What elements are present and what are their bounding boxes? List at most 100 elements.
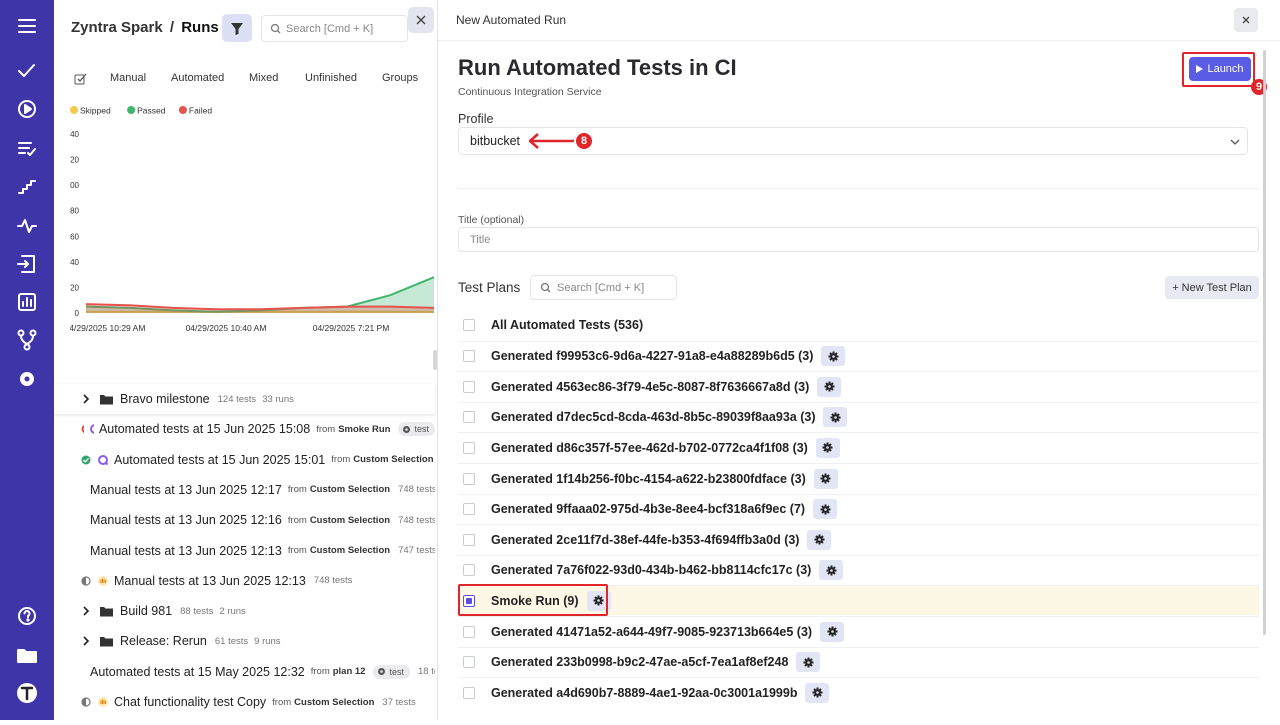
- branch-icon[interactable]: [17, 329, 37, 351]
- plan-search-input[interactable]: Search [Cmd + K]: [530, 275, 677, 300]
- analytics-icon[interactable]: [18, 293, 36, 311]
- projects-icon[interactable]: [17, 649, 37, 663]
- icon-part: [17, 329, 25, 337]
- tag: test: [373, 664, 410, 679]
- plans-icon[interactable]: [18, 142, 36, 156]
- tab[interactable]: Manual: [110, 72, 147, 84]
- close-panel-button[interactable]: [408, 7, 434, 33]
- plan-settings-button[interactable]: [813, 499, 838, 520]
- plan-label: Generated a4d690b7-8889-4ae1-92aa-0c3001…: [491, 685, 798, 700]
- plan-checkbox[interactable]: [463, 319, 475, 331]
- plan-checkbox[interactable]: [463, 411, 475, 424]
- launch-button[interactable]: Launch: [1189, 57, 1251, 81]
- plan-settings-button[interactable]: [815, 437, 840, 458]
- plan-row[interactable]: Generated d7dec5cd-8cda-463d-8b5c-89039f…: [458, 401, 1259, 432]
- tab[interactable]: Unfinished: [305, 72, 357, 84]
- group-title: Bravo milestone: [120, 392, 210, 406]
- select-icon[interactable]: [74, 72, 88, 86]
- run-row[interactable]: Manual tests at 13 Jun 2025 12:16 from Cus…: [54, 505, 435, 535]
- group-row[interactable]: Bravo milestone 124 tests 33 runs: [54, 384, 435, 414]
- group-runs: 9 runs: [254, 635, 281, 647]
- plan-row[interactable]: Generated 1f14b256-f0bc-4154-a622-b23800…: [458, 463, 1259, 493]
- pulse-icon[interactable]: [17, 219, 37, 233]
- plan-checkbox[interactable]: [463, 686, 475, 699]
- runs-icon[interactable]: [18, 100, 36, 118]
- resize-handle[interactable]: [433, 350, 437, 370]
- plan-row[interactable]: Generated d86c357f-57ee-462d-b702-0772ca…: [458, 432, 1259, 462]
- legend-label: Passed: [137, 106, 166, 116]
- mode-icon: [90, 424, 94, 435]
- run-row[interactable]: Manual tests at 13 Jun 2025 12:17 from Cus…: [54, 475, 435, 505]
- plan-settings-button[interactable]: [820, 621, 845, 642]
- run-title: Manual tests at 13 Jun 2025 12:16: [90, 513, 282, 528]
- menu-icon[interactable]: [18, 19, 36, 33]
- new-plan-button[interactable]: + New Test Plan: [1165, 276, 1259, 299]
- plan-checkbox[interactable]: [463, 564, 475, 577]
- plan-checkbox[interactable]: [463, 625, 475, 638]
- y-tick-label: 20: [70, 283, 79, 292]
- icon-part: [100, 395, 113, 405]
- plan-checkbox[interactable]: [463, 441, 475, 454]
- status-icon: [81, 697, 91, 707]
- plan-row[interactable]: Generated 41471a52-a644-49f7-9085-923713…: [458, 616, 1259, 646]
- run-row[interactable]: Automated tests at 15 Jun 2025 15:01 from…: [54, 445, 435, 475]
- icon-part: [23, 343, 31, 351]
- plan-row[interactable]: All Automated Tests (536): [458, 310, 1259, 340]
- plan-settings-button[interactable]: [823, 407, 848, 428]
- profile-select[interactable]: bitbucket: [458, 127, 1248, 155]
- plan-row[interactable]: Generated 233b0998-b9c2-47ae-a5cf-7ea1af…: [458, 646, 1259, 677]
- plan-settings-button[interactable]: [819, 560, 844, 581]
- title-input[interactable]: Title: [458, 227, 1259, 252]
- run-row[interactable]: Manual tests at 13 Jun 2025 12:13 748 tes…: [54, 566, 435, 596]
- filter-button[interactable]: [222, 14, 252, 42]
- expand-chevron: [83, 606, 90, 616]
- plan-row[interactable]: Generated 7a76f022-93d0-434b-b462-bb8114…: [458, 554, 1259, 585]
- plan-settings-button[interactable]: [821, 346, 846, 367]
- plan-settings-button[interactable]: [813, 468, 838, 489]
- search-input[interactable]: Search [Cmd + K]: [261, 15, 408, 42]
- x-tick-label: 04/29/2025 10:40 AM: [186, 323, 267, 333]
- icon-part: [405, 427, 409, 431]
- settings-icon[interactable]: [20, 372, 34, 386]
- icon-part: [827, 385, 831, 388]
- tab[interactable]: Mixed: [249, 72, 279, 84]
- plan-settings-button[interactable]: [817, 376, 842, 397]
- source-name: Custom Selection: [353, 454, 434, 466]
- play-shape: [1196, 65, 1204, 73]
- plan-settings-button[interactable]: [586, 590, 611, 611]
- plan-checkbox[interactable]: [463, 472, 475, 485]
- scrollbar[interactable]: [1263, 50, 1266, 635]
- run-row[interactable]: Automated tests at 15 Jun 2025 15:08 from…: [54, 414, 435, 444]
- plan-checkbox[interactable]: [463, 503, 475, 516]
- run-row[interactable]: Chat functionality test Copy from Custom S…: [54, 687, 435, 717]
- plan-settings-button[interactable]: [807, 529, 832, 550]
- plan-settings-button[interactable]: [796, 652, 821, 673]
- help-icon[interactable]: [18, 607, 36, 625]
- avatar-icon[interactable]: [17, 683, 37, 703]
- plan-checkbox[interactable]: [463, 350, 475, 363]
- plan-checkbox[interactable]: [463, 380, 475, 393]
- plan-checkbox[interactable]: [463, 533, 475, 546]
- plan-row[interactable]: Generated 4563ec86-3f79-4e5c-8087-8f7636…: [458, 371, 1259, 401]
- breadcrumb-project[interactable]: Zyntra Spark: [71, 19, 163, 36]
- import-icon[interactable]: [17, 255, 35, 273]
- run-row[interactable]: Manual tests at 13 Jun 2025 12:13 from Cus…: [54, 536, 435, 566]
- plan-row[interactable]: Generated f99953c6-9d6a-4227-91a8-e4a882…: [458, 340, 1259, 371]
- plan-row[interactable]: Generated 9ffaaa02-975d-4b3e-8ee4-bcf318…: [458, 493, 1259, 524]
- plan-label: Generated 1f14b256-f0bc-4154-a622-b23800…: [491, 471, 806, 486]
- arrow-head: [528, 133, 539, 149]
- steps-icon[interactable]: [18, 180, 36, 194]
- tab[interactable]: Automated: [171, 72, 225, 84]
- plan-row[interactable]: Generated a4d690b7-8889-4ae1-92aa-0c3001…: [458, 677, 1259, 707]
- group-row[interactable]: Build 981 88 tests 2 runs: [54, 596, 435, 626]
- plan-checkbox[interactable]: [463, 656, 475, 669]
- tab[interactable]: Groups: [382, 72, 419, 84]
- plan-checkbox[interactable]: [463, 594, 475, 607]
- plan-settings-button[interactable]: [805, 682, 830, 703]
- tests-icon[interactable]: [18, 64, 35, 77]
- plan-row[interactable]: Generated 2ce11f7d-38ef-44fe-b353-4f694f…: [458, 524, 1259, 554]
- modal-close-button[interactable]: [1234, 8, 1258, 32]
- group-row[interactable]: Release: Rerun 61 tests 9 runs: [54, 626, 435, 656]
- run-row[interactable]: Automated tests at 15 May 2025 12:32 from…: [54, 657, 435, 687]
- plan-row[interactable]: Smoke Run (9): [458, 585, 1259, 616]
